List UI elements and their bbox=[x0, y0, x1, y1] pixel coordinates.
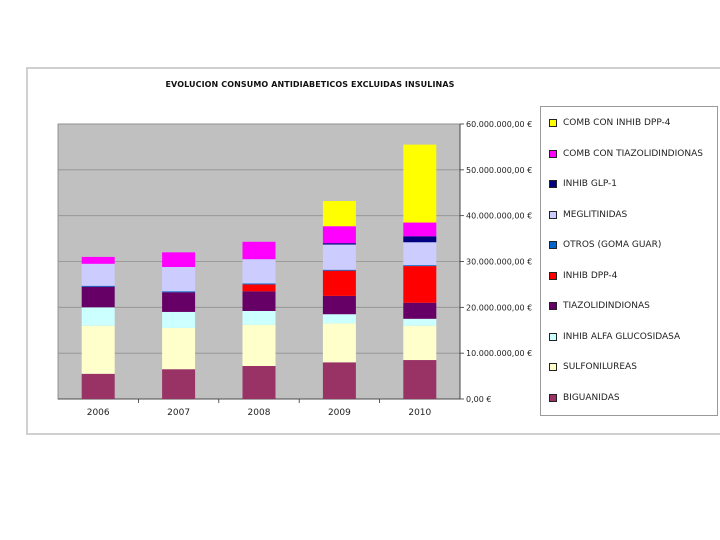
legend-label-5: OTROS (GOMA GUAR) bbox=[563, 240, 662, 250]
bar-2007-series-8 bbox=[162, 252, 196, 267]
bar-2007-series-6 bbox=[162, 267, 196, 292]
bar-2008-series-8 bbox=[242, 241, 276, 260]
bar-2006-series-8 bbox=[81, 256, 115, 264]
legend-item-2: INHIB ALFA GLUCOSIDASA bbox=[549, 330, 719, 344]
legend-item-5: OTROS (GOMA GUAR) bbox=[549, 238, 719, 252]
legend-swatch-8 bbox=[549, 149, 557, 158]
legend-item-4: INHIB DPP-4 bbox=[549, 269, 719, 283]
legend-swatch-0 bbox=[549, 393, 557, 402]
legend-swatch-7 bbox=[549, 180, 557, 188]
legend-swatch-5 bbox=[549, 241, 557, 249]
bar-2010-series-9 bbox=[403, 144, 437, 223]
y-tick-label-6: 60.000.000,00 € bbox=[466, 120, 532, 129]
x-tick-label-3: 2009 bbox=[328, 408, 351, 418]
y-tick-label-2: 20.000.000,00 € bbox=[466, 303, 532, 312]
legend-label-3: TIAZOLIDINDIONAS bbox=[563, 301, 650, 311]
legend-label-7: INHIB GLP-1 bbox=[563, 179, 618, 189]
legend-swatch-4 bbox=[549, 271, 557, 280]
bar-2007-series-2 bbox=[162, 311, 196, 328]
bar-2008-series-1 bbox=[242, 324, 276, 366]
bar-2006-series-5 bbox=[81, 285, 115, 287]
bar-2006-series-0 bbox=[81, 373, 115, 399]
bar-2010-series-6 bbox=[403, 242, 437, 266]
legend-label-9: COMB CON INHIB DPP-4 bbox=[563, 118, 671, 128]
bar-2010-series-8 bbox=[403, 222, 437, 237]
x-tick-label-0: 2006 bbox=[87, 408, 110, 418]
bar-2009-series-9 bbox=[322, 201, 356, 227]
bar-2007-series-3 bbox=[162, 292, 196, 312]
legend-label-6: MEGLITINIDAS bbox=[563, 209, 628, 220]
chart-title: EVOLUCION CONSUMO ANTIDIABETICOS EXCLUID… bbox=[165, 80, 455, 89]
bar-2006-series-6 bbox=[81, 263, 115, 286]
bar-2009-series-7 bbox=[322, 243, 356, 245]
bar-2009-series-0 bbox=[322, 362, 356, 399]
bar-2006-series-2 bbox=[81, 307, 115, 326]
legend-label-1: SULFONILUREAS bbox=[563, 362, 637, 372]
bar-2008-series-5 bbox=[242, 283, 276, 285]
bar-2006-series-1 bbox=[81, 325, 115, 374]
legend-label-2: INHIB ALFA GLUCOSIDASA bbox=[563, 331, 681, 342]
y-tick-label-0: 0,00 € bbox=[466, 395, 491, 404]
bar-2008-series-2 bbox=[242, 311, 276, 325]
legend-item-1: SULFONILUREAS bbox=[549, 360, 719, 374]
bar-2010-series-1 bbox=[403, 325, 437, 361]
legend-swatch-1 bbox=[549, 363, 557, 371]
bar-2009-series-3 bbox=[322, 295, 356, 315]
bar-2010-series-0 bbox=[403, 360, 437, 399]
legend-label-4: INHIB DPP-4 bbox=[563, 270, 618, 281]
bar-2006-series-3 bbox=[81, 286, 115, 308]
bar-2010-series-5 bbox=[403, 265, 437, 267]
x-tick-label-4: 2010 bbox=[408, 408, 431, 418]
bar-2010-series-4 bbox=[403, 266, 437, 303]
bar-2010-series-2 bbox=[403, 318, 437, 326]
legend-label-0: BIGUANIDAS bbox=[563, 392, 620, 403]
bar-2008-series-6 bbox=[242, 259, 276, 284]
bar-2008-series-0 bbox=[242, 366, 276, 399]
y-tick-label-3: 30.000.000,00 € bbox=[466, 258, 532, 267]
y-tick-label-1: 10.000.000,00 € bbox=[466, 349, 532, 358]
legend: COMB CON INHIB DPP-4 COMB CON TIAZOLIDIND… bbox=[540, 106, 718, 416]
y-tick-label-4: 40.000.000,00 € bbox=[466, 212, 532, 221]
legend-swatch-6 bbox=[549, 210, 557, 219]
bar-2008-series-3 bbox=[242, 291, 276, 311]
bar-2009-series-6 bbox=[322, 244, 356, 270]
legend-item-8: COMB CON TIAZOLIDINDIONAS bbox=[549, 147, 719, 161]
legend-swatch-9 bbox=[549, 119, 557, 127]
bar-2007-series-5 bbox=[162, 291, 196, 293]
bar-2009-series-4 bbox=[322, 270, 356, 296]
y-tick-label-5: 50.000.000,00 € bbox=[466, 166, 532, 175]
bar-2009-series-2 bbox=[322, 314, 356, 324]
legend-swatch-3 bbox=[549, 302, 557, 310]
legend-item-7: INHIB GLP-1 bbox=[549, 177, 719, 191]
bar-2010-series-3 bbox=[403, 302, 437, 319]
bar-2009-series-1 bbox=[322, 323, 356, 363]
bar-2010-series-7 bbox=[403, 236, 437, 243]
legend-item-0: BIGUANIDAS bbox=[549, 391, 719, 405]
legend-item-3: TIAZOLIDINDIONAS bbox=[549, 299, 719, 313]
bar-2008-series-4 bbox=[242, 284, 276, 292]
legend-item-9: COMB CON INHIB DPP-4 bbox=[549, 116, 719, 130]
bar-2009-series-8 bbox=[322, 226, 356, 244]
legend-swatch-2 bbox=[549, 332, 557, 341]
legend-item-6: MEGLITINIDAS bbox=[549, 208, 719, 222]
bar-2007-series-0 bbox=[162, 369, 196, 399]
x-tick-label-2: 2008 bbox=[248, 408, 271, 418]
x-tick-label-1: 2007 bbox=[167, 408, 190, 418]
legend-label-8: COMB CON TIAZOLIDINDIONAS bbox=[563, 148, 703, 159]
bar-2007-series-1 bbox=[162, 327, 196, 370]
bar-2009-series-5 bbox=[322, 269, 356, 271]
